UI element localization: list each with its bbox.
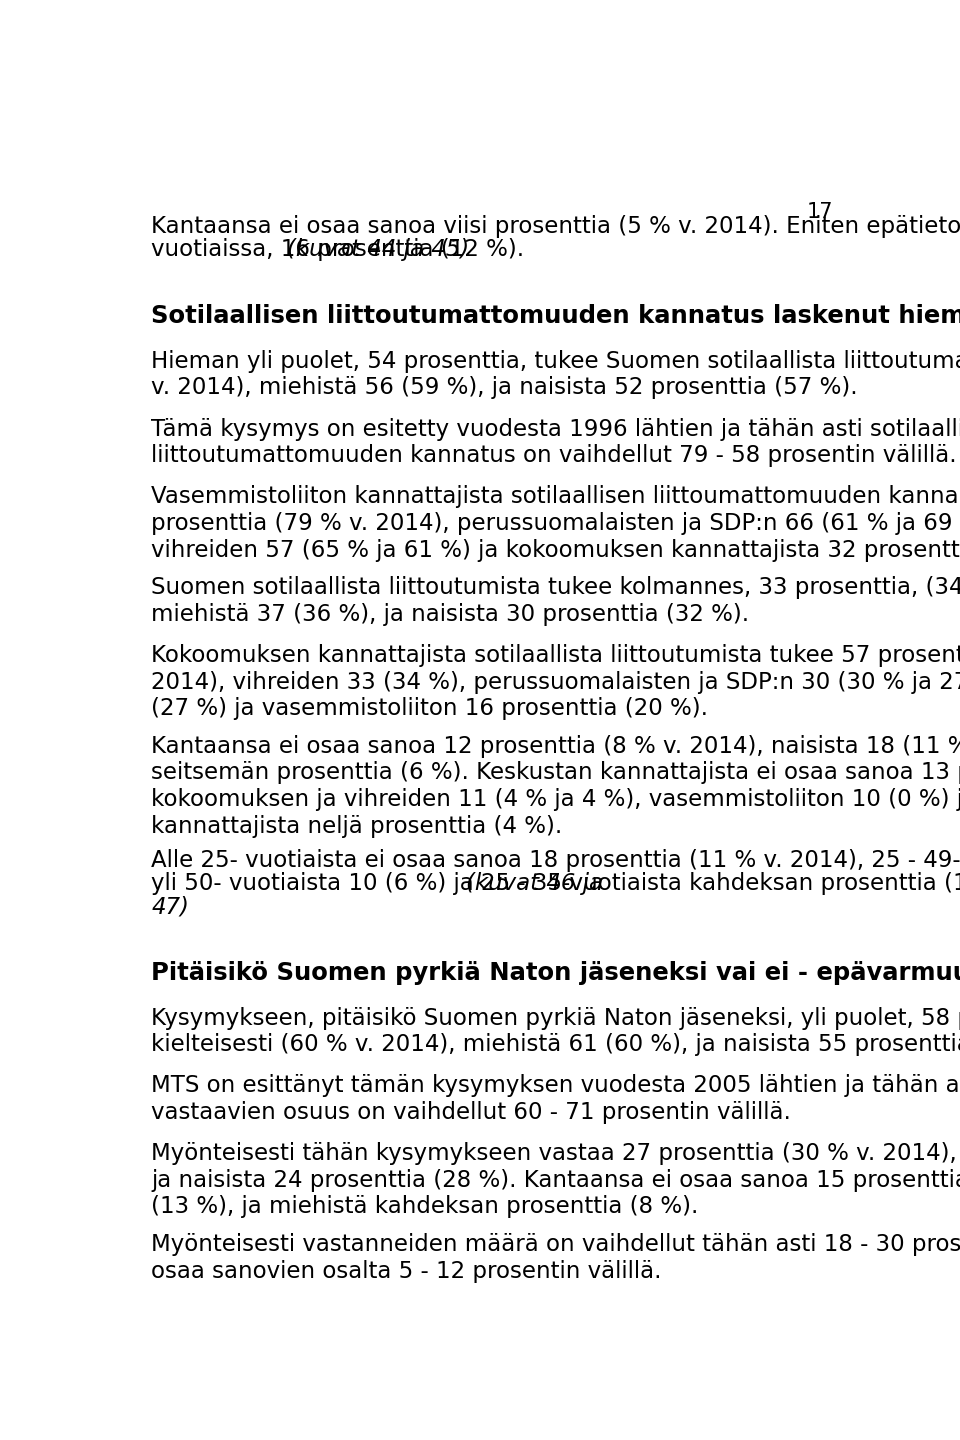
Text: Suomen sotilaallista liittoutumista tukee kolmannes, 33 prosenttia, (34 % v. 201: Suomen sotilaallista liittoutumista tuke…	[152, 576, 960, 626]
Text: (kuvat 44 ja 45): (kuvat 44 ja 45)	[287, 238, 469, 261]
Text: Tämä kysymys on esitetty vuodesta 1996 lähtien ja tähän asti sotilaallisen
liitt: Tämä kysymys on esitetty vuodesta 1996 l…	[152, 418, 960, 467]
Text: Pitäisikö Suomen pyrkiä Naton jäseneksi vai ei - epävarmuus lisääntynyt: Pitäisikö Suomen pyrkiä Naton jäseneksi …	[152, 960, 960, 985]
Text: (kuvat 46 ja: (kuvat 46 ja	[467, 873, 604, 894]
Text: vuotiaissa, 16 prosenttia (12 %).: vuotiaissa, 16 prosenttia (12 %).	[152, 238, 532, 261]
Text: Kantaansa ei osaa sanoa 12 prosenttia (8 % v. 2014), naisista 18 (11 %), ja mieh: Kantaansa ei osaa sanoa 12 prosenttia (8…	[152, 734, 960, 838]
Text: Alle 25- vuotiaista ei osaa sanoa 18 prosenttia (11 % v. 2014), 25 - 49-vuotiais: Alle 25- vuotiaista ei osaa sanoa 18 pro…	[152, 848, 960, 871]
Text: Sotilaallisen liittoutumattomuuden kannatus laskenut hieman: Sotilaallisen liittoutumattomuuden kanna…	[152, 304, 960, 328]
Text: Myönteisesti tähän kysymykseen vastaa 27 prosenttia (30 % v. 2014), miehistä 31 : Myönteisesti tähän kysymykseen vastaa 27…	[152, 1142, 960, 1218]
Text: MTS on esittänyt tämän kysymyksen vuodesta 2005 lähtien ja tähän asti kielteises: MTS on esittänyt tämän kysymyksen vuodes…	[152, 1074, 960, 1125]
Text: yli 50- vuotiaista 10 (6 %) ja 25 - 35-vuotiaista kahdeksan prosenttia (10 %).: yli 50- vuotiaista 10 (6 %) ja 25 - 35-v…	[152, 873, 960, 894]
Text: 47): 47)	[152, 896, 189, 919]
Text: Vasemmistoliiton kannattajista sotilaallisen liittoumattomuuden kannalla on 73
p: Vasemmistoliiton kannattajista sotilaall…	[152, 485, 960, 562]
Text: Kysymykseen, pitäisikö Suomen pyrkiä Naton jäseneksi, yli puolet, 58 prosenttia : Kysymykseen, pitäisikö Suomen pyrkiä Nat…	[152, 1007, 960, 1057]
Text: Kantaansa ei osaa sanoa viisi prosenttia (5 % v. 2014). Eniten epätietoisia on 1: Kantaansa ei osaa sanoa viisi prosenttia…	[152, 215, 960, 238]
Text: Myönteisesti vastanneiden määrä on vaihdellut tähän asti 18 - 30 prosentin välil: Myönteisesti vastanneiden määrä on vaihd…	[152, 1233, 960, 1283]
Text: Kokoomuksen kannattajista sotilaallista liittoutumista tukee 57 prosenttia (64 %: Kokoomuksen kannattajista sotilaallista …	[152, 644, 960, 720]
Text: 17: 17	[806, 202, 833, 222]
Text: Hieman yli puolet, 54 prosenttia, tukee Suomen sotilaallista liittoutumattomuutt: Hieman yli puolet, 54 prosenttia, tukee …	[152, 350, 960, 399]
